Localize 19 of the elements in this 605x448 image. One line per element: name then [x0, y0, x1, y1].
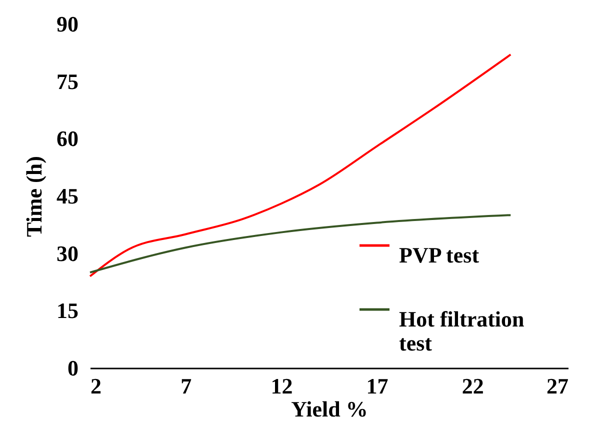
- line-series: [89, 54, 512, 278]
- line-series: [89, 214, 512, 274]
- y-tick-label: 90: [56, 12, 78, 36]
- legend-label: PVP test: [399, 242, 480, 268]
- x-tick-label: 12: [270, 374, 293, 398]
- y-tick-label: 15: [56, 298, 78, 324]
- y-tick-label: 75: [56, 68, 78, 94]
- y-tick-label: 45: [56, 184, 78, 208]
- legend-label: Hot filtration test: [399, 306, 524, 356]
- y-tick-label: 0: [68, 356, 78, 380]
- x-tick-label: 7: [180, 374, 192, 398]
- x-tick-label: 17: [366, 374, 388, 398]
- x-tick-label: 27: [546, 374, 568, 398]
- y-axis-title: Time (h): [22, 156, 46, 237]
- y-tick-label: 30: [56, 240, 78, 266]
- x-tick-label: 2: [90, 374, 102, 398]
- x-axis-title: Yield %: [291, 396, 368, 422]
- x-tick-label: 22: [462, 374, 484, 398]
- y-tick-label: 60: [56, 126, 78, 152]
